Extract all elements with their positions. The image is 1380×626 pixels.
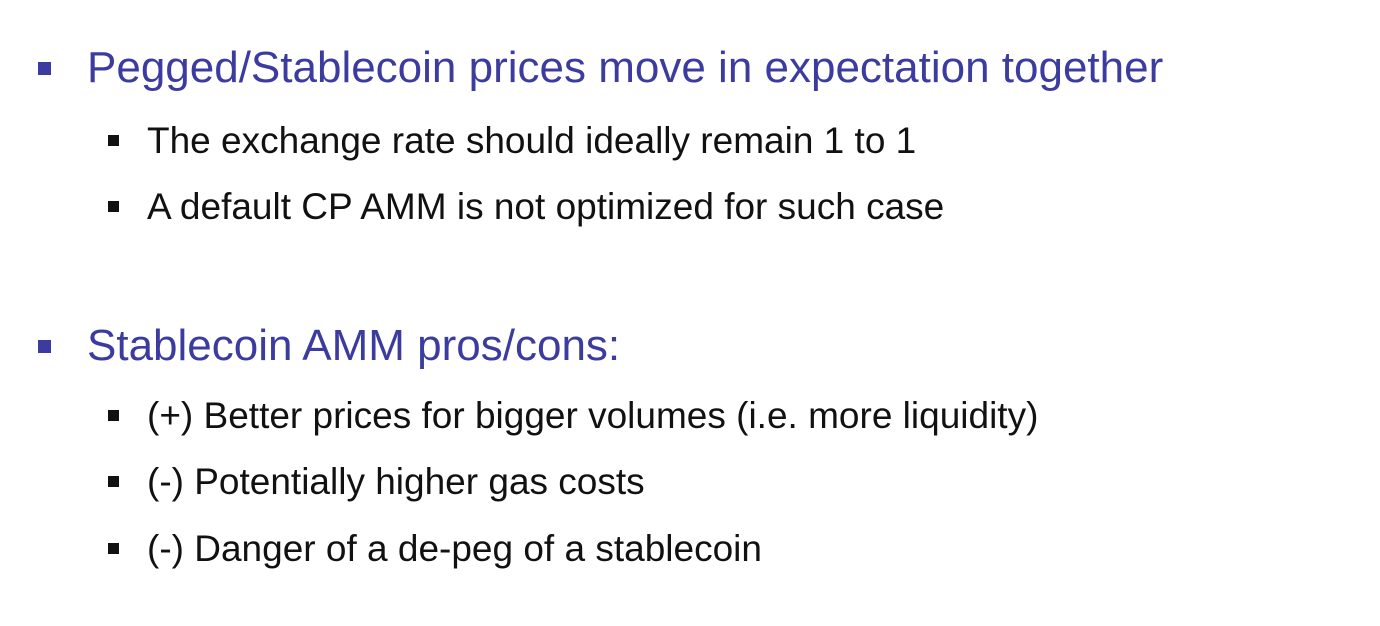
list-item-text: A default CP AMM is not optimized for su… <box>147 186 945 227</box>
list-item-text: The exchange rate should ideally remain … <box>147 120 917 161</box>
bullet-square-icon <box>108 543 119 554</box>
bullet-square-icon <box>108 476 119 487</box>
list-item: (-) Danger of a de-peg of a stablecoin <box>108 530 762 567</box>
list-item: The exchange rate should ideally remain … <box>108 122 916 159</box>
list-item: (-) Potentially higher gas costs <box>108 463 645 500</box>
heading-text: Stablecoin AMM pros/cons: <box>87 321 621 370</box>
list-item-text: (-) Danger of a de-peg of a stablecoin <box>147 528 762 569</box>
bullet-square-icon <box>108 410 119 421</box>
heading-text: Pegged/Stablecoin prices move in expecta… <box>87 43 1164 92</box>
list-item-text: (+) Better prices for bigger volumes (i.… <box>147 395 1039 436</box>
list-item-text: (-) Potentially higher gas costs <box>147 461 645 502</box>
list-item: A default CP AMM is not optimized for su… <box>108 188 944 225</box>
list-item: (+) Better prices for bigger volumes (i.… <box>108 397 1038 434</box>
bullet-square-icon <box>38 61 51 75</box>
bullet-square-icon <box>38 339 51 353</box>
section-heading-pegged: Pegged/Stablecoin prices move in expecta… <box>38 46 1163 90</box>
bullet-square-icon <box>108 135 119 146</box>
section-heading-pros-cons: Stablecoin AMM pros/cons: <box>38 324 620 368</box>
bullet-square-icon <box>108 201 119 212</box>
